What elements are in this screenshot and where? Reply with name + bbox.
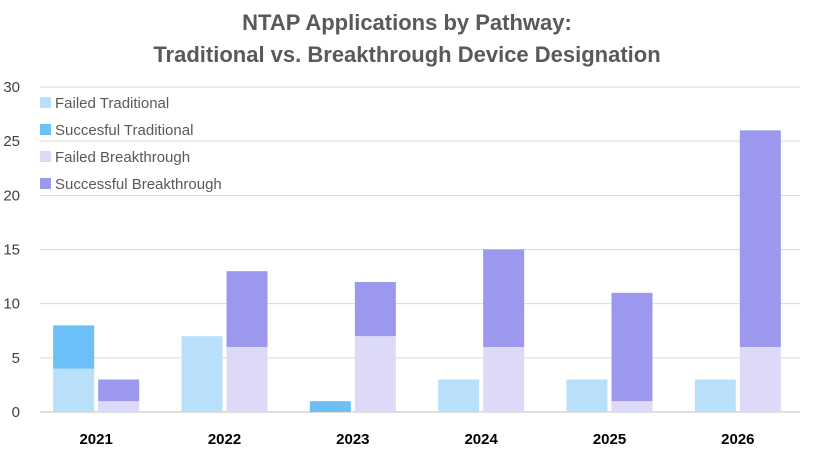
legend-swatch-successful-breakthrough — [40, 178, 51, 189]
bar-failed-breakthrough-2023 — [354, 336, 396, 412]
legend-swatch-succesful-traditional — [40, 124, 51, 135]
chart-title-line-1: NTAP Applications by Pathway: — [242, 10, 572, 35]
legend-label-successful-breakthrough: Successful Breakthrough — [55, 176, 222, 193]
x-tick-label-2024: 2024 — [464, 431, 498, 448]
x-axis-category-labels: 2021 2022 2023 2024 2025 2026 — [79, 431, 754, 448]
bar-failed-breakthrough-2022 — [226, 347, 268, 412]
bar-failed-traditional-2024 — [438, 379, 480, 412]
x-tick-label-2023: 2023 — [336, 431, 369, 448]
x-tick-label-2026: 2026 — [721, 431, 754, 448]
y-tick-label-20: 20 — [3, 187, 20, 204]
bar-failed-breakthrough-2025 — [611, 401, 653, 412]
y-axis-tick-labels: 0 5 10 15 20 25 30 — [3, 79, 20, 421]
chart-title: NTAP Applications by Pathway: Traditiona… — [153, 10, 660, 67]
y-tick-label-10: 10 — [3, 296, 20, 313]
y-tick-label-15: 15 — [3, 242, 20, 259]
legend-swatch-failed-breakthrough — [40, 151, 51, 162]
bar-successful-breakthrough-2026 — [739, 130, 781, 347]
bar-failed-breakthrough-2021 — [98, 401, 140, 412]
bar-succesful-traditional-2021 — [53, 325, 95, 369]
bar-failed-traditional-2021 — [53, 368, 95, 412]
chart-title-line-2: Traditional vs. Breakthrough Device Desi… — [153, 42, 660, 67]
bar-succesful-traditional-2023 — [309, 401, 351, 412]
legend-label-succesful-traditional: Succesful Traditional — [55, 122, 193, 139]
legend-label-failed-breakthrough: Failed Breakthrough — [55, 149, 190, 166]
bars — [53, 130, 781, 412]
legend-label-failed-traditional: Failed Traditional — [55, 95, 169, 112]
x-tick-label-2021: 2021 — [79, 431, 112, 448]
y-tick-label-30: 30 — [3, 79, 20, 96]
x-tick-label-2022: 2022 — [208, 431, 241, 448]
bar-successful-breakthrough-2024 — [483, 249, 525, 347]
bar-successful-breakthrough-2022 — [226, 271, 268, 347]
bar-failed-traditional-2025 — [566, 379, 608, 412]
bar-successful-breakthrough-2023 — [354, 282, 396, 337]
legend: Failed Traditional Succesful Traditional F… — [40, 95, 222, 193]
bar-failed-breakthrough-2026 — [739, 347, 781, 412]
x-tick-label-2025: 2025 — [593, 431, 626, 448]
y-tick-label-25: 25 — [3, 133, 20, 150]
gridlines — [40, 86, 800, 413]
bar-failed-traditional-2022 — [181, 336, 223, 412]
bar-successful-breakthrough-2025 — [611, 292, 653, 402]
bar-failed-traditional-2026 — [694, 379, 736, 412]
y-tick-label-0: 0 — [12, 404, 20, 421]
legend-swatch-failed-traditional — [40, 97, 51, 108]
y-tick-label-5: 5 — [12, 350, 20, 367]
bar-successful-breakthrough-2021 — [98, 379, 140, 402]
bar-failed-breakthrough-2024 — [483, 347, 525, 412]
